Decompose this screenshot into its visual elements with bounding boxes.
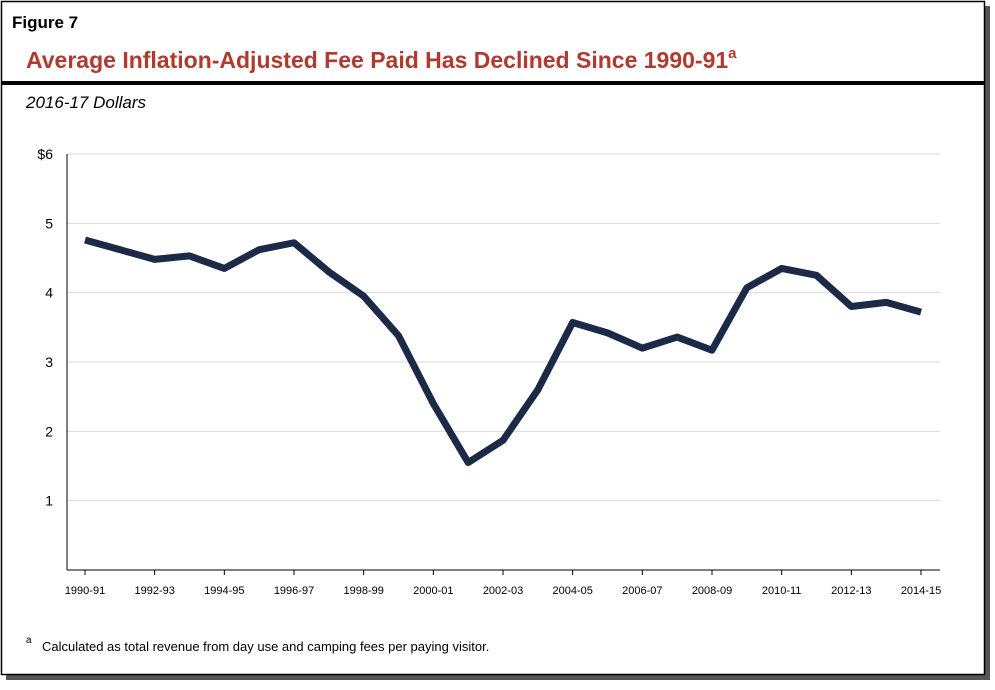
x-tick-label: 2000-01 — [413, 585, 453, 597]
y-tick-label: 2 — [45, 423, 53, 439]
x-tick-label: 1992-93 — [134, 585, 174, 597]
x-tick-label: 2014-15 — [901, 585, 941, 597]
data-line — [84, 236, 922, 467]
x-tick-label: 1996-97 — [274, 585, 314, 597]
title-note: a — [728, 45, 737, 62]
header-rule — [2, 81, 984, 85]
x-tick-label: 2004-05 — [552, 585, 592, 597]
x-tick-label: 2010-11 — [762, 585, 802, 597]
x-tick-label: 1994-95 — [204, 585, 244, 597]
figure-label: Figure 7 — [12, 13, 78, 32]
footnote-marker: a — [26, 635, 32, 646]
x-tick-label: 2012-13 — [831, 585, 871, 597]
footnote: Calculated as total revenue from day use… — [42, 639, 489, 654]
y-tick-label: 5 — [45, 215, 53, 231]
x-tick-label: 2002-03 — [483, 585, 523, 597]
title-text: Average Inflation-Adjusted Fee Paid Has … — [26, 47, 728, 73]
y-tick-label: 4 — [45, 285, 53, 301]
x-tick-label: 2008-09 — [692, 585, 732, 597]
figure-box — [0, 0, 986, 676]
x-tick-label: 2006-07 — [622, 585, 662, 597]
subtitle: 2016-17 Dollars — [25, 93, 147, 112]
chart-title: Average Inflation-Adjusted Fee Paid Has … — [26, 45, 737, 73]
y-tick-label: 3 — [45, 354, 53, 370]
y-tick-label: $6 — [37, 146, 53, 162]
x-tick-label: 1990-91 — [65, 585, 105, 597]
x-tick-label: 1998-99 — [343, 585, 383, 597]
y-tick-label: 1 — [45, 493, 53, 509]
